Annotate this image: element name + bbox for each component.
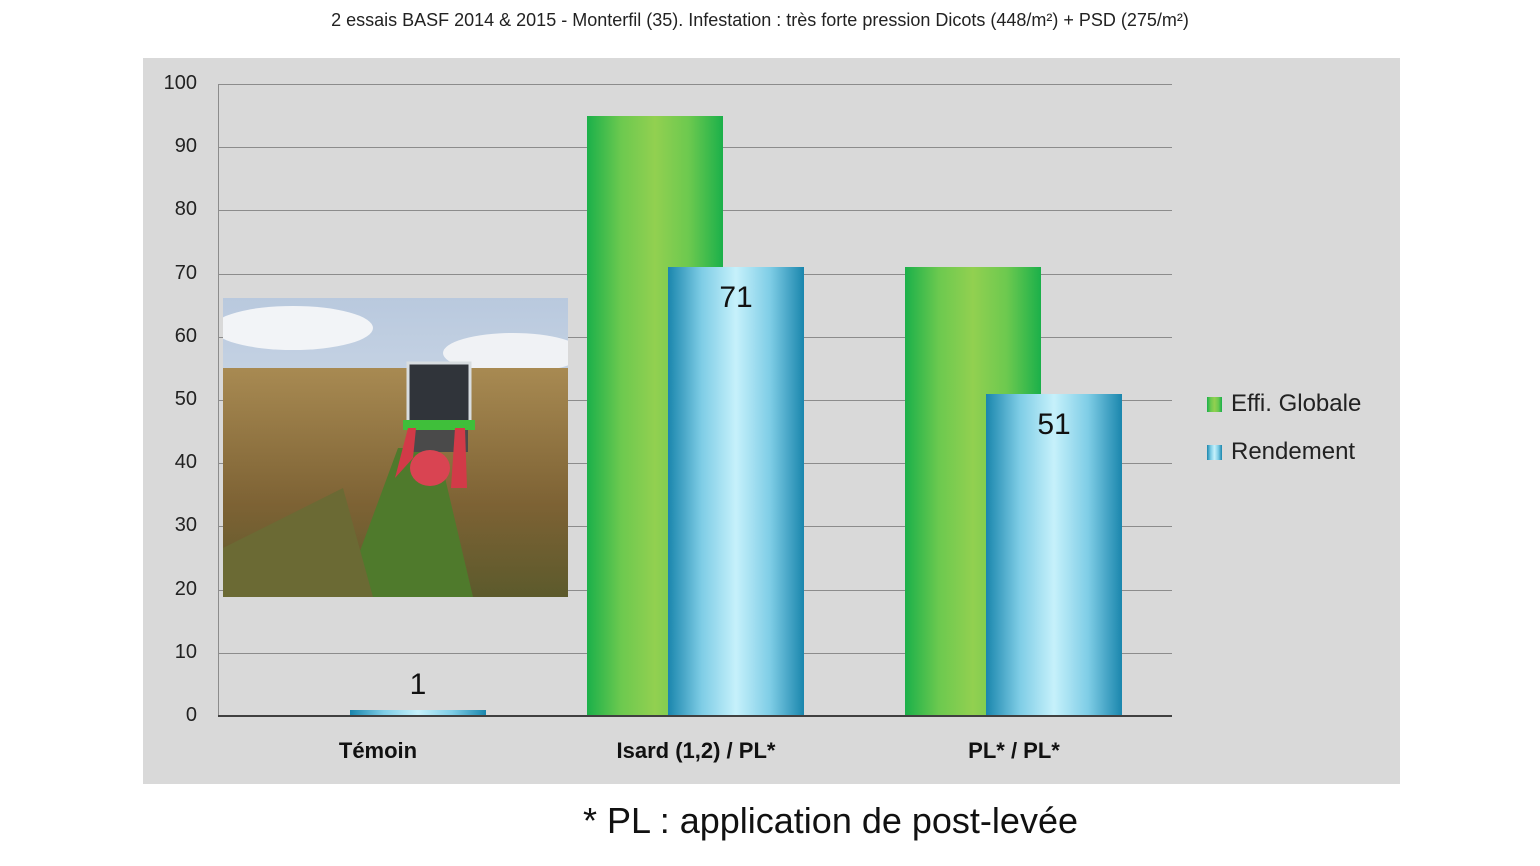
- y-tick-label: 0: [185, 704, 197, 726]
- legend-item-rendement: Rendement: [1207, 428, 1361, 476]
- gridline: [218, 84, 1172, 85]
- bar-rendement: [668, 267, 804, 716]
- y-tick-label: 100: [163, 72, 197, 94]
- photo-icon: [223, 298, 568, 597]
- x-axis-line: [218, 715, 1172, 717]
- bar-rendement: [350, 709, 486, 716]
- x-tick-label: Isard (1,2) / PL*: [616, 738, 776, 763]
- y-axis-line: [218, 84, 219, 716]
- y-tick-label: 70: [174, 261, 197, 284]
- y-tick-label: 60: [174, 324, 197, 347]
- chart-title: 2 essais BASF 2014 & 2015 - Monterfil (3…: [331, 10, 1189, 30]
- legend-swatch-green: [1207, 396, 1222, 412]
- legend-label: Effi. Globale: [1231, 390, 1362, 417]
- y-tick-label: 10: [174, 640, 197, 663]
- bar-rendement: [986, 393, 1122, 716]
- legend-swatch-blue: [1207, 444, 1222, 460]
- legend-label: Rendement: [1231, 438, 1356, 465]
- y-tick-label: 50: [174, 388, 197, 410]
- y-tick-label: 30: [174, 514, 197, 537]
- y-tick-label: 40: [174, 451, 197, 474]
- y-tick-label: 80: [174, 198, 197, 221]
- footnote: * PL : application de post-levée: [583, 800, 1078, 841]
- x-tick-label: Témoin: [338, 738, 418, 763]
- legend-item-effi-globale: Effi. Globale: [1207, 380, 1361, 428]
- legend: Effi. Globale Rendement: [1207, 380, 1361, 476]
- y-tick-label: 90: [174, 135, 197, 158]
- x-tick-label: PL* / PL*: [968, 738, 1060, 763]
- y-tick-label: 20: [174, 577, 197, 600]
- data-label-rendement: 51: [1037, 407, 1071, 441]
- data-label-rendement: 71: [719, 281, 753, 315]
- data-label-rendement: 1: [409, 667, 427, 701]
